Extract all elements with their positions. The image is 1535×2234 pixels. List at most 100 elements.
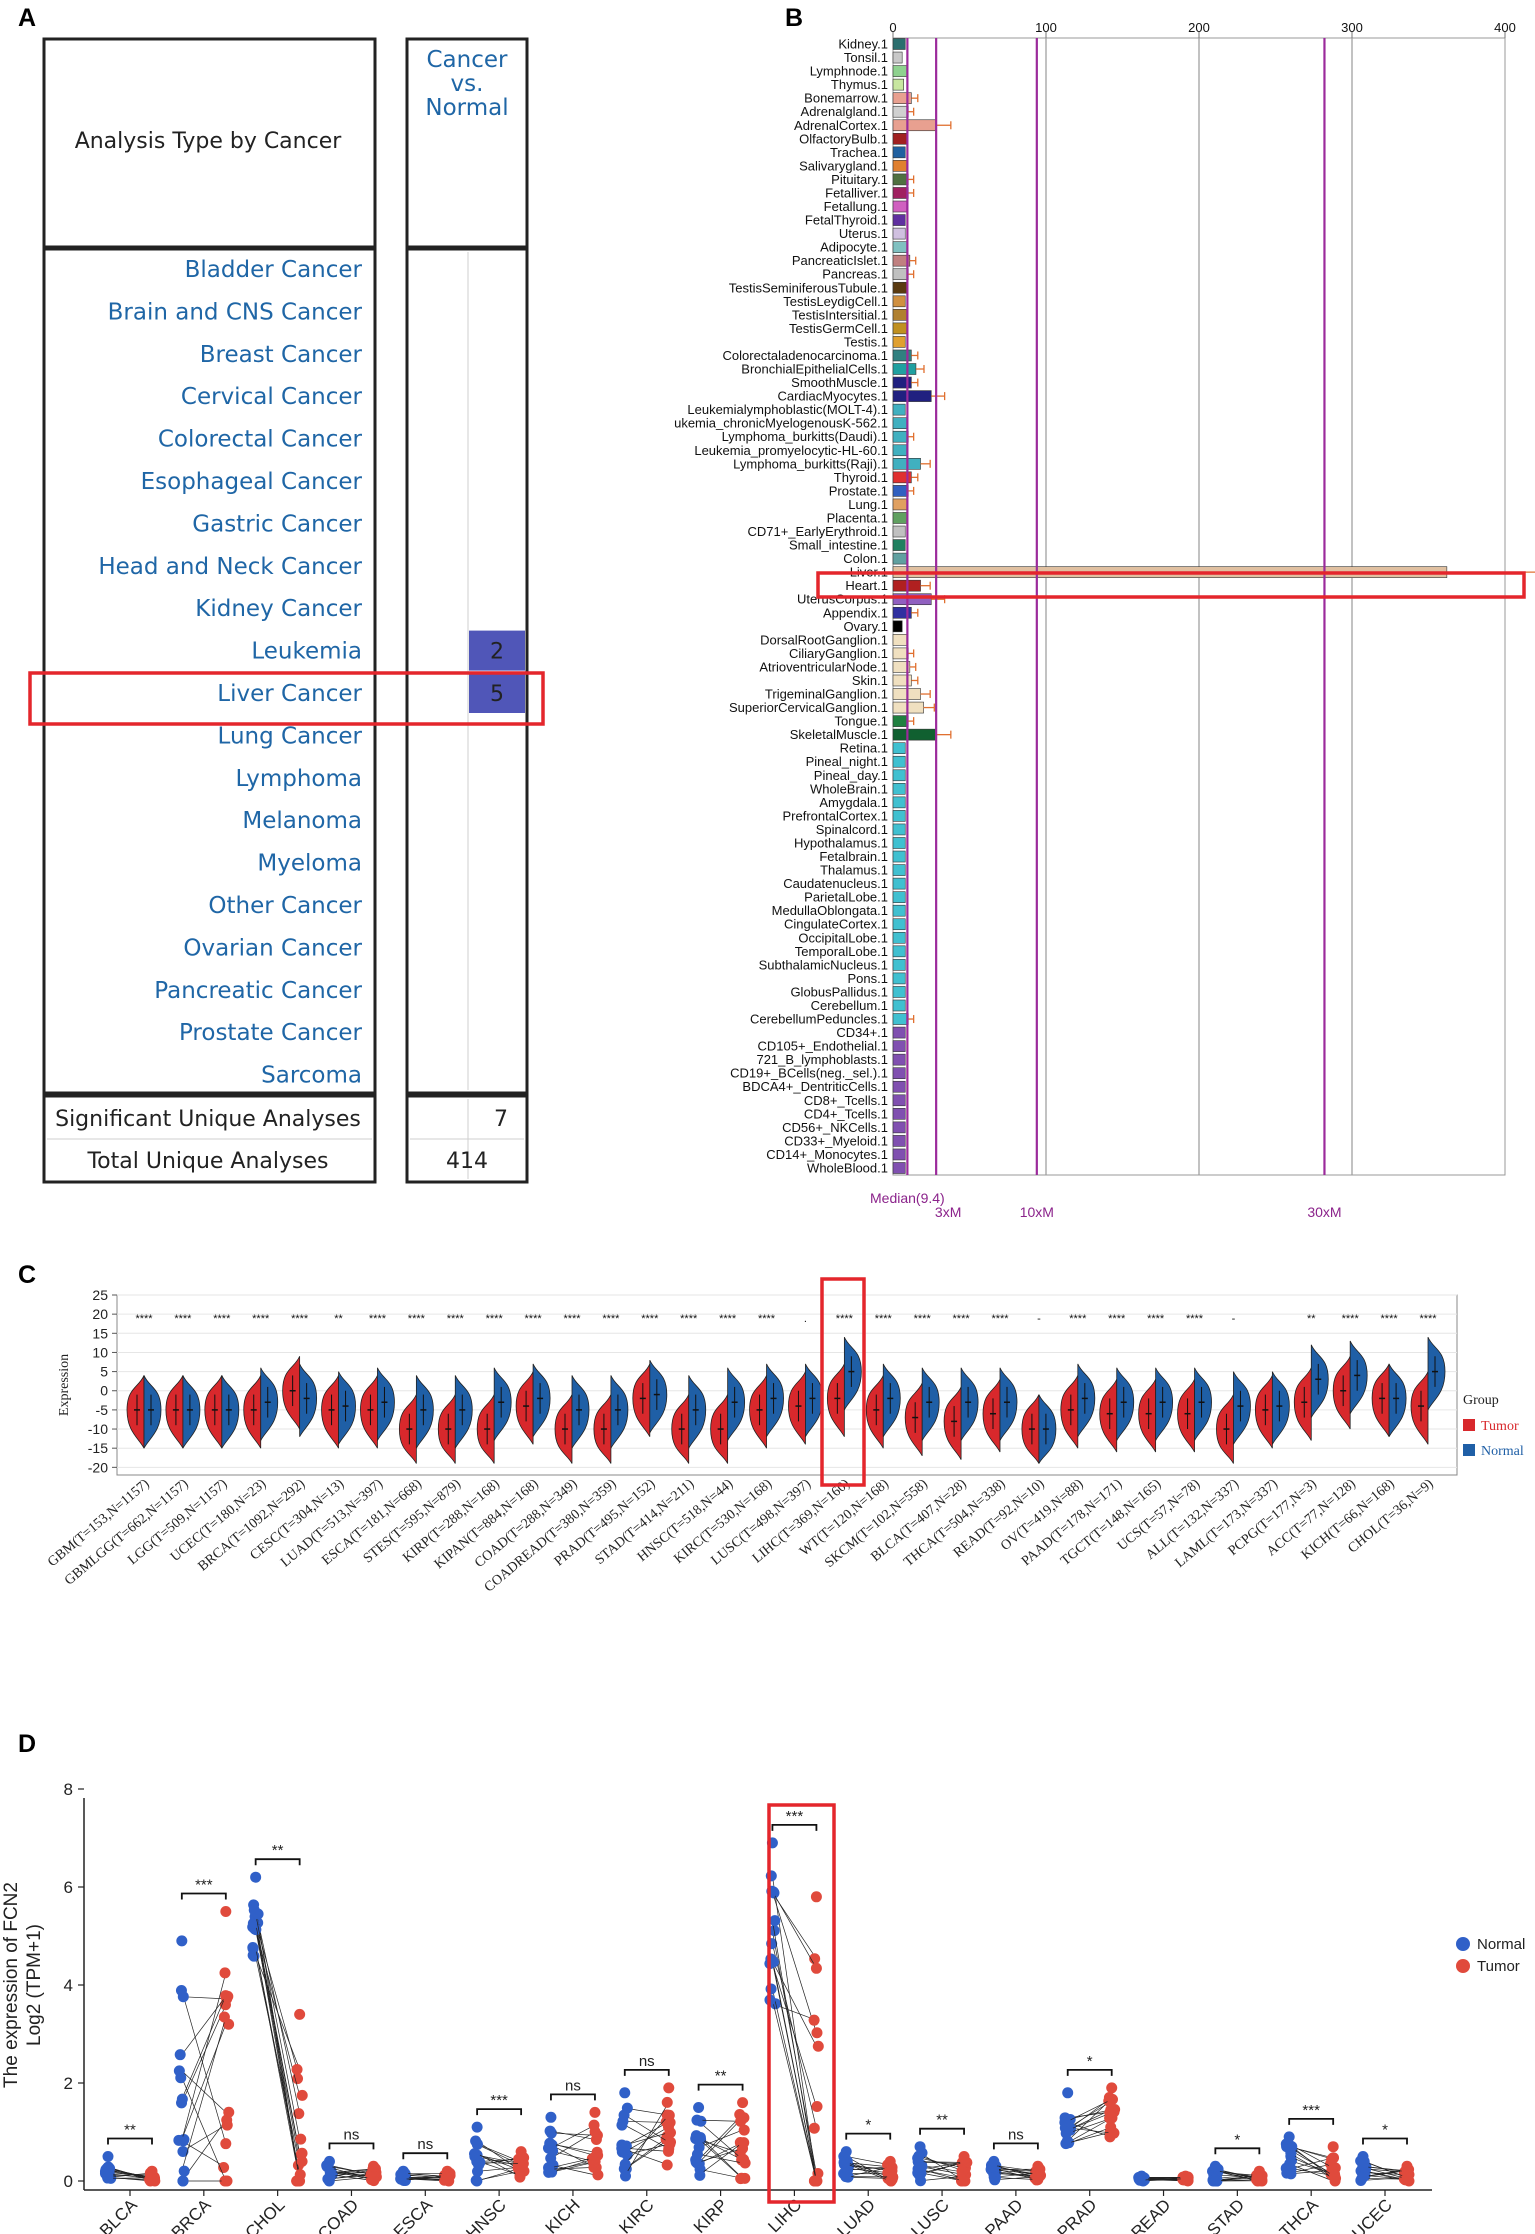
b-bar	[892, 823, 906, 836]
d-points	[99, 1837, 1415, 2187]
d-sig-label: ***	[490, 2092, 508, 2109]
b-category-label: Colorectaladenocarcinoma.1	[723, 348, 888, 363]
b-category-label: Adrenalgland.1	[801, 104, 888, 119]
cancer-row-label[interactable]: Head and Neck Cancer	[98, 554, 362, 580]
highlight-box-lihc-c	[820, 1277, 866, 1487]
b-category-label: DorsalRootGanglion.1	[760, 632, 888, 647]
d-x-tick-label: LUSC	[907, 2195, 953, 2234]
cancer-row-label[interactable]: Lymphoma	[236, 766, 362, 792]
cancer-row-label[interactable]: Leukemia	[251, 639, 362, 665]
cancer-row-label[interactable]: Colorectal Cancer	[158, 427, 363, 453]
b-x-tick-label: 0	[889, 20, 896, 35]
d-pair-line	[920, 2161, 965, 2163]
c-violin-normal	[1310, 1344, 1329, 1418]
b-reference-label: 30xM	[1307, 1204, 1341, 1220]
d-normal-point	[1286, 2141, 1298, 2153]
cancer-row-label[interactable]: Sarcoma	[261, 1063, 362, 1089]
b-bar	[892, 160, 908, 172]
b-category-label: AdrenalCortex.1	[794, 118, 888, 133]
c-y-axis-label: Expression	[57, 1354, 72, 1416]
cancer-row-label[interactable]: Ovarian Cancer	[183, 935, 362, 961]
b-bar	[892, 620, 903, 633]
d-sig-bracket	[1066, 2069, 1113, 2076]
d-pair-line	[329, 2170, 374, 2180]
b-category-label: Appendix.1	[823, 605, 888, 620]
table-header-left-box	[42, 37, 377, 249]
d-tumor-point	[737, 2097, 749, 2109]
cancer-row-label[interactable]: Bladder Cancer	[185, 257, 363, 283]
d-tumor-point	[296, 2155, 308, 2167]
table-header-title: Analysis Type by Cancer	[75, 129, 343, 154]
b-category-label: Tongue.1	[835, 714, 889, 729]
d-pair-line	[624, 2124, 669, 2150]
c-significance-label: ****	[719, 1313, 737, 1325]
cancer-row-label[interactable]: Gastric Cancer	[192, 511, 362, 537]
b-category-label: Ovary.1	[843, 619, 888, 634]
c-significance-label: ****	[369, 1313, 387, 1325]
d-normal-point	[914, 2141, 926, 2153]
cancer-row-label[interactable]: Breast Cancer	[200, 342, 363, 368]
cancer-row-label[interactable]: Prostate Cancer	[179, 1020, 363, 1046]
footer-label-significant: Significant Unique Analyses	[55, 1107, 361, 1132]
b-category-label: Prostate.1	[829, 483, 888, 498]
cancer-row-label[interactable]: Lung Cancer	[218, 723, 363, 749]
b-reference-label: 10xM	[1020, 1204, 1054, 1220]
d-normal-point	[616, 2119, 628, 2131]
d-tumor-point	[218, 2162, 230, 2174]
cancer-row-label[interactable]: Other Cancer	[208, 893, 362, 919]
b-bar	[892, 512, 908, 524]
c-violin-normal	[532, 1363, 551, 1437]
cancer-row-label[interactable]: Esophageal Cancer	[141, 469, 363, 495]
highlight-box-liver-cancer	[28, 671, 545, 726]
d-normal-point	[250, 1871, 262, 1883]
b-category-label: Spinalcord.1	[816, 822, 888, 837]
d-x-tick-label: PRAD	[1054, 2195, 1101, 2234]
d-pair-line	[181, 1972, 227, 2141]
cancer-row-label[interactable]: Brain and CNS Cancer	[108, 299, 363, 325]
d-pair-line	[255, 1955, 300, 2070]
d-tumor-point	[1032, 2174, 1044, 2186]
d-tumor-point	[1106, 2082, 1118, 2094]
c-violin-normal	[1155, 1367, 1174, 1441]
d-tumor-point	[367, 2160, 379, 2172]
b-bar	[892, 647, 909, 660]
cancer-row-label[interactable]: Cervical Cancer	[181, 384, 363, 410]
b-bar	[892, 295, 906, 308]
c-significance-label: ****	[1381, 1313, 1399, 1325]
b-category-label: OlfactoryBulb.1	[799, 131, 888, 146]
d-sig-label: ns	[1008, 2126, 1024, 2143]
cancer-row-label[interactable]: Kidney Cancer	[195, 596, 362, 622]
cancer-row-label[interactable]: Myeloma	[257, 851, 362, 877]
b-bar	[892, 525, 906, 538]
cancer-row-label[interactable]: Liver Cancer	[217, 681, 362, 707]
d-pair-line	[624, 2102, 670, 2177]
d-normal-point	[619, 2143, 631, 2155]
cancer-row-label[interactable]: Pancreatic Cancer	[154, 978, 362, 1004]
c-violin-tumor	[282, 1356, 301, 1430]
c-violin-normal	[182, 1375, 201, 1449]
d-pair-line	[550, 2124, 596, 2149]
d-pair-line	[550, 2130, 596, 2140]
d-pair-line	[993, 2167, 1038, 2181]
d-x-tick-label: THCA	[1276, 2195, 1323, 2234]
d-pair-line	[1362, 2170, 1408, 2178]
b-category-label: TemporalLobe.1	[795, 944, 888, 959]
d-tumor-point	[220, 2138, 232, 2150]
b-category-label: Thymus.1	[831, 77, 888, 92]
c-violin-normal	[415, 1375, 434, 1449]
cancer-row-label[interactable]: Melanoma	[242, 808, 362, 834]
d-sig-label: **	[936, 2112, 948, 2129]
d-tumor-point	[958, 2151, 970, 2162]
d-normal-point	[469, 2148, 481, 2160]
b-bar	[892, 336, 906, 348]
d-pair-line	[550, 2161, 596, 2173]
b-bar	[892, 742, 906, 754]
b-category-labels: Kidney.1Tonsil.1Lymphnode.1Thymus.1Bonem…	[674, 37, 888, 1176]
b-category-label: TrigeminalGanglion.1	[765, 687, 888, 702]
b-category-label: Lymphoma_burkitts(Daudi).1	[722, 429, 888, 444]
d-tumor-point	[221, 2119, 233, 2131]
d-normal-point	[838, 2158, 850, 2170]
b-category-label: Leukemia_promyelocytic-HL-60.1	[694, 443, 888, 458]
